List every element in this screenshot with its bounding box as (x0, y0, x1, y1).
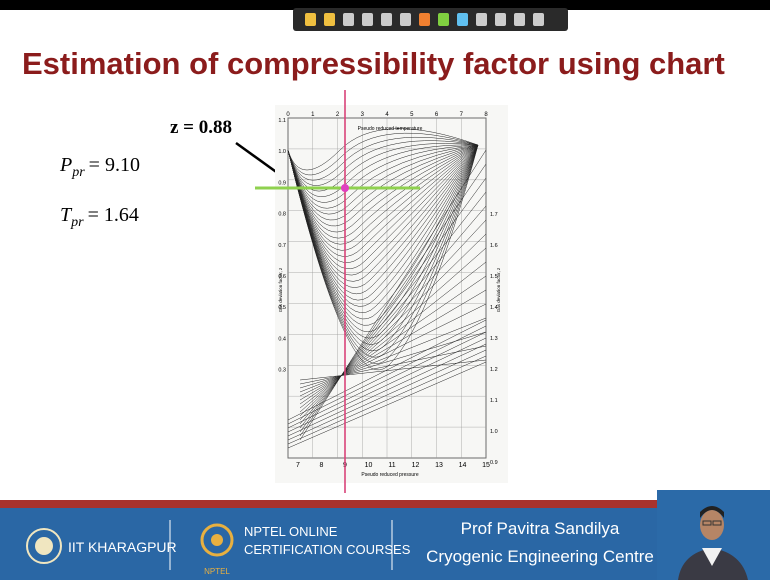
figure-tick: 14 (459, 462, 467, 469)
figure-tick: 1.0 (490, 429, 498, 435)
tool-icon (457, 13, 468, 26)
department-name: Cryogenic Engineering Centre (426, 547, 654, 566)
tool-icon (514, 13, 525, 26)
tool-icon (362, 13, 373, 26)
figure-tick: 8 (320, 462, 324, 469)
figure-tick: 1.1 (278, 118, 286, 124)
subscript: pr (70, 215, 84, 230)
figure-tick: 13 (435, 462, 443, 469)
subscript: pr (71, 165, 85, 180)
symbol: P (59, 154, 72, 176)
rhs: = 1.64 (88, 204, 139, 226)
tool-icon (381, 13, 392, 26)
tool-icon (495, 13, 506, 26)
tool-icon (476, 13, 487, 26)
figure-caption: Pseudo reduced temperature (358, 126, 423, 132)
institute-name: IIT KHARAGPUR (68, 539, 177, 555)
speaker-name: Prof Pavitra Sandilya (461, 519, 620, 538)
slide-title: Estimation of compressibility factor usi… (22, 46, 725, 81)
figure-tick: 7 (296, 462, 300, 469)
figure-tick: 0.9 (278, 180, 286, 186)
figure-tick: 1.3 (490, 336, 498, 342)
figure-caption: Gas deviation factor, z (278, 267, 283, 312)
rhs: = 9.10 (89, 154, 140, 176)
tool-icon (324, 13, 335, 26)
figure-tick: 0.3 (278, 368, 286, 374)
nptel-line-2: CERTIFICATION COURSES (244, 542, 411, 557)
figure-caption: Pseudo reduced pressure (361, 472, 418, 478)
tool-icon (419, 13, 430, 26)
tool-icon (438, 13, 449, 26)
figure-tick: 12 (412, 462, 420, 469)
figure-caption: Gas deviation factor, z (496, 267, 501, 312)
figure-tick: 0.7 (278, 243, 286, 249)
tool-icon (400, 13, 411, 26)
figure-tick: 1.0 (278, 149, 286, 155)
figure-tick: 0.8 (278, 212, 286, 218)
reading-point (341, 184, 349, 192)
figure-tick: 1.2 (490, 367, 498, 373)
slide-frame: Estimation of compressibility factor usi… (0, 0, 770, 580)
figure-tick: 0.4 (278, 336, 286, 342)
presenter-video (657, 490, 770, 580)
tool-icon (343, 13, 354, 26)
figure-tick: 1.7 (490, 212, 498, 218)
figure-tick: 15 (482, 462, 490, 469)
figure-tick: 11 (388, 462, 395, 469)
tool-icon (533, 13, 544, 26)
figure-tick: 0.9 (490, 460, 498, 466)
nptel-line-1: NPTEL ONLINE (244, 524, 338, 539)
tool-icon (305, 13, 316, 26)
footer-stripe (0, 500, 770, 508)
nptel-logo-text: NPTEL (204, 567, 230, 576)
figure-tick: 10 (365, 462, 373, 469)
figure-tick: 1.1 (490, 398, 498, 404)
toolbar (293, 8, 568, 31)
figure-tick: 1.6 (490, 243, 498, 249)
z-chart-figure: 0123456787891011121314151.11.00.90.80.70… (275, 105, 508, 483)
z-label: z = 0.88 (170, 117, 232, 138)
